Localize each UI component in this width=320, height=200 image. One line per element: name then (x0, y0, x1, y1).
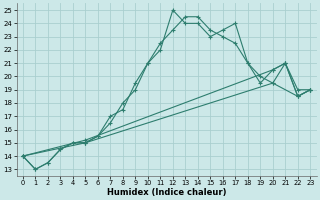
X-axis label: Humidex (Indice chaleur): Humidex (Indice chaleur) (107, 188, 226, 197)
